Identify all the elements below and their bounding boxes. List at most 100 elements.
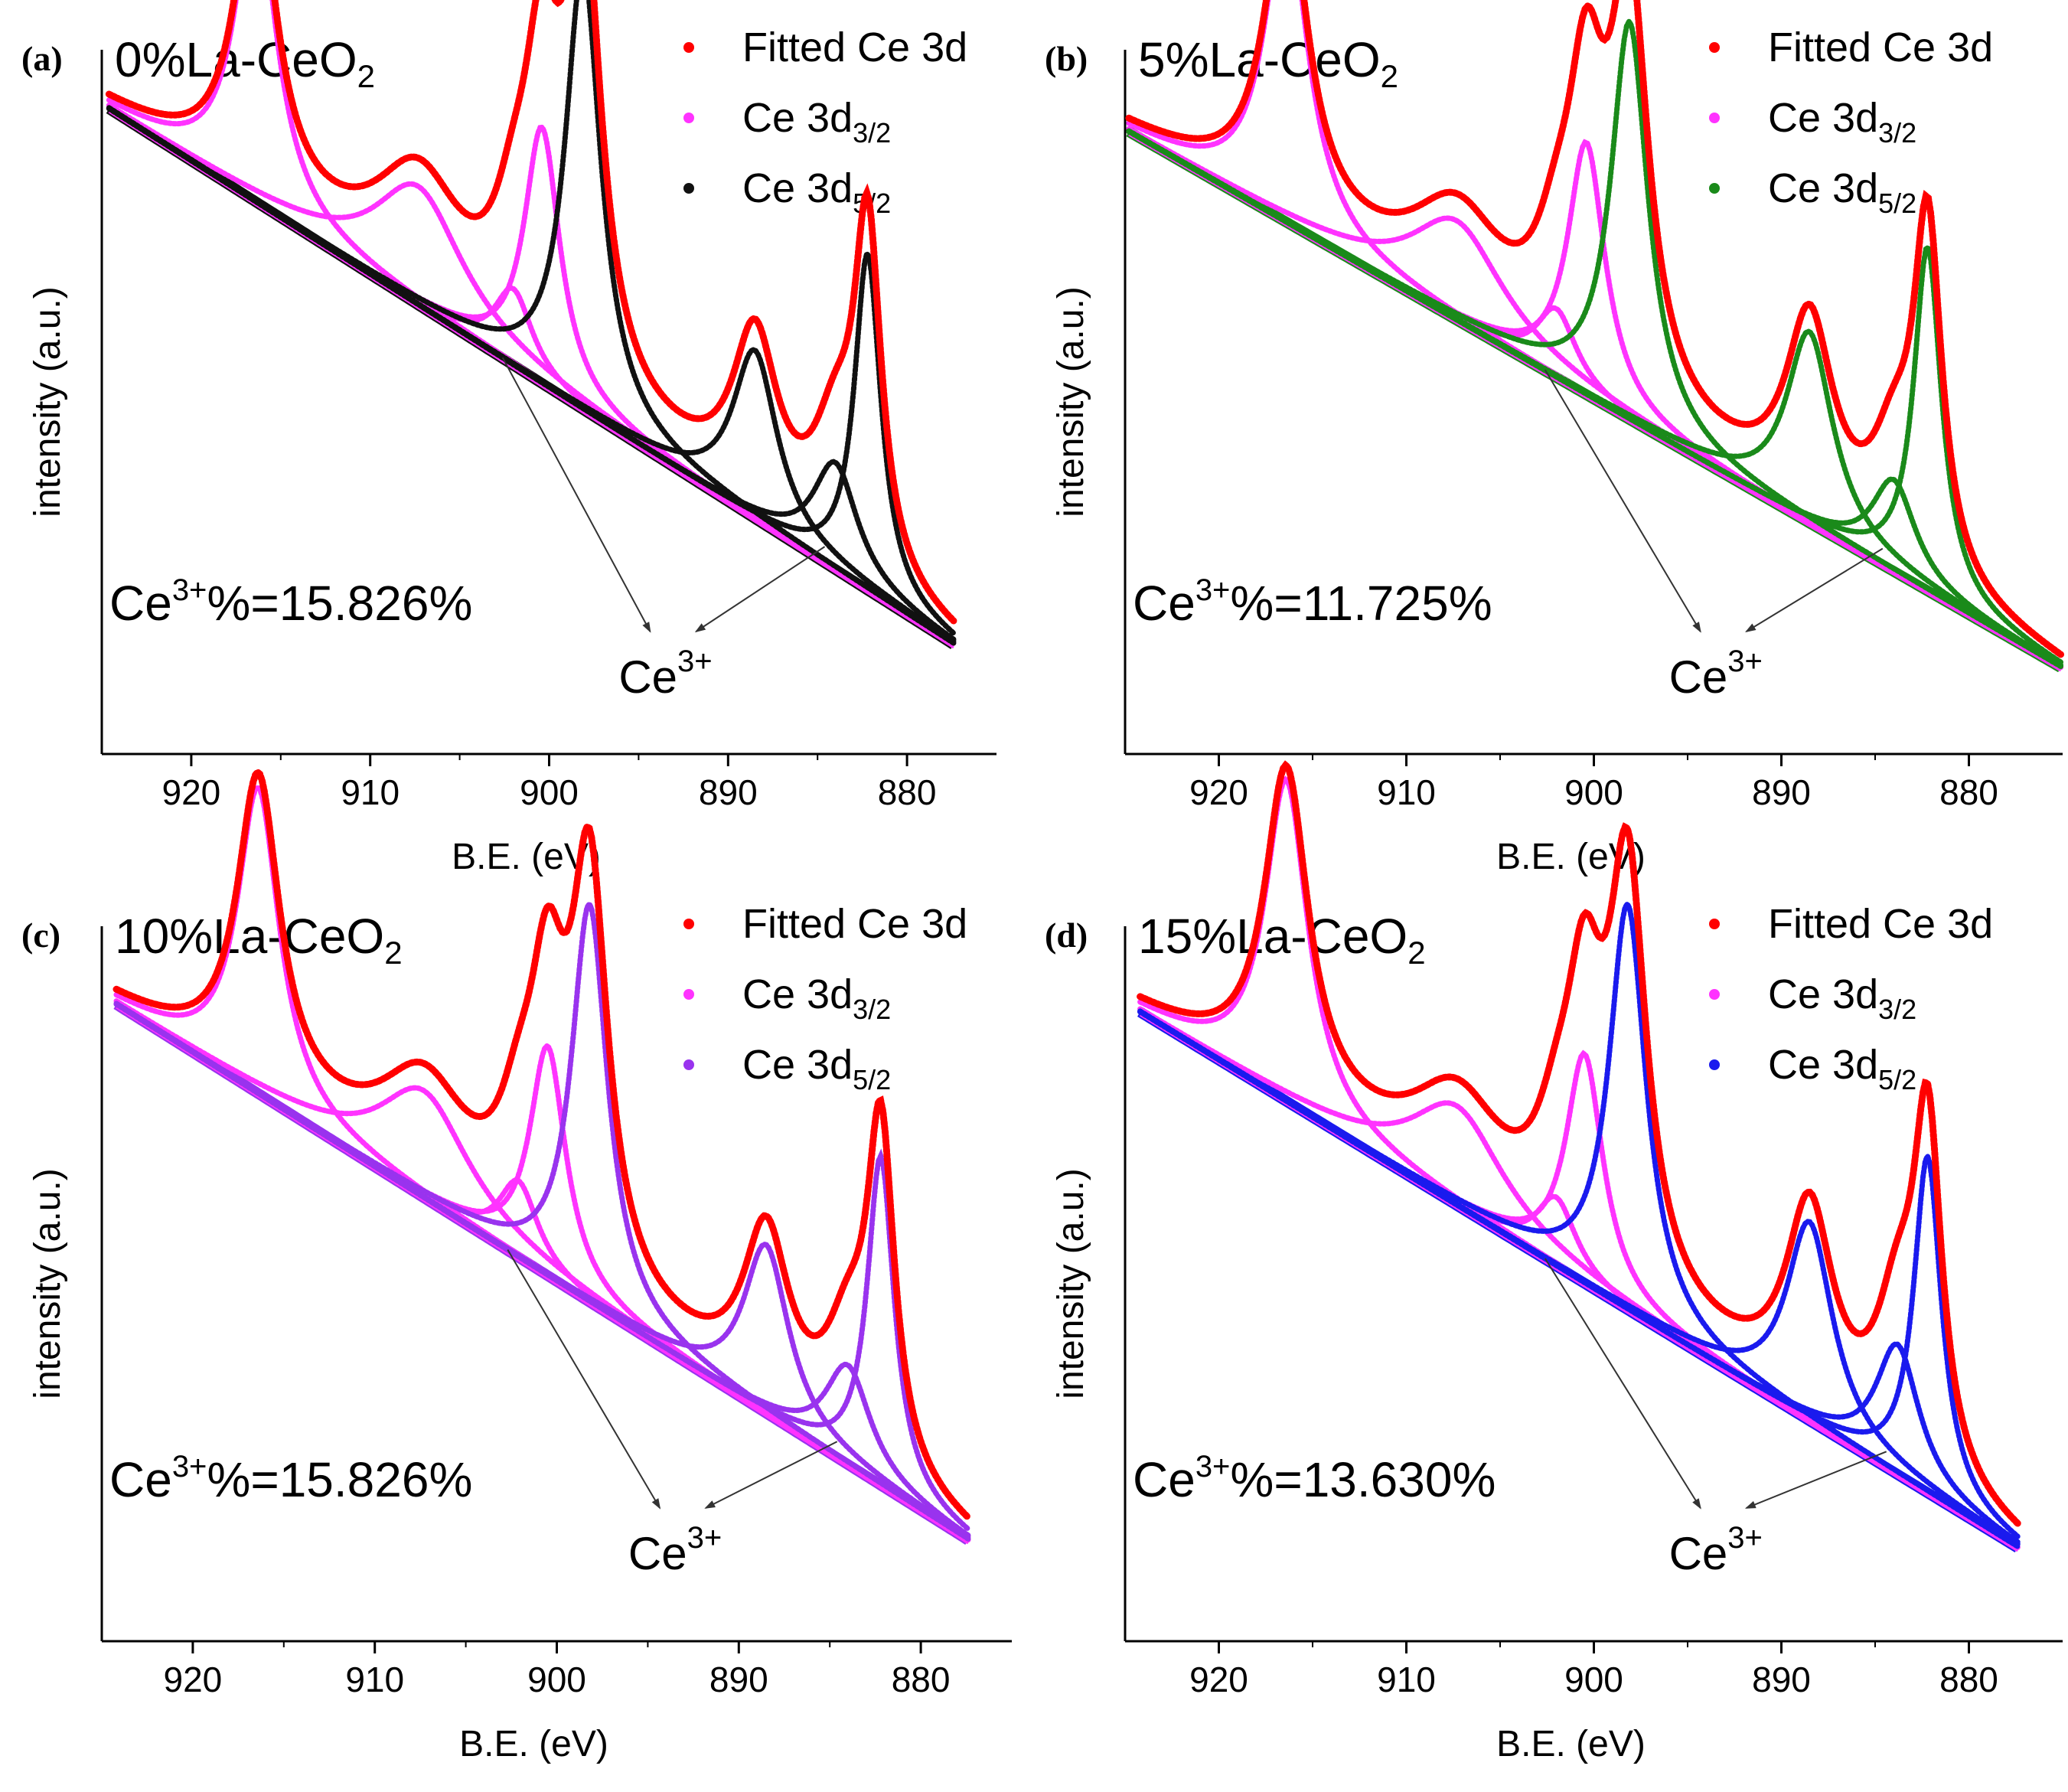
fitted-envelope [1125, 0, 2064, 658]
legend-marker [1709, 113, 1720, 123]
ce3-superscript: 3+ [172, 1450, 207, 1484]
ce3-arrow-left [1544, 1258, 1701, 1510]
ce3-arrow-left [507, 1249, 661, 1510]
fitted-envelope [105, 0, 957, 625]
legend-marker [1709, 42, 1720, 53]
ce3-annotation: Ce3+ [1669, 645, 1763, 703]
sample-label: 10%La-CeO2 [115, 909, 403, 971]
legend-entry: Fitted Ce 3d [742, 901, 967, 947]
legend-marker [1709, 989, 1720, 1000]
x-tick-label: 890 [1752, 772, 1811, 812]
ce3-percent: Ce3+%=15.826% [109, 1450, 472, 1507]
ce-3d52-component [106, 106, 957, 636]
sample-subscript: 2 [384, 935, 402, 971]
x-tick-label: 920 [162, 772, 221, 812]
x-tick-label: 900 [520, 772, 579, 812]
ce-3d52-component [1126, 15, 2063, 670]
background-line-pink [1139, 1014, 2018, 1552]
x-tick-label: 910 [1377, 1660, 1436, 1699]
ce3-annotation: Ce3+ [1669, 1521, 1763, 1579]
panel-letter: (a) [21, 39, 63, 78]
legend-marker [683, 183, 694, 194]
ce3-value: %=13.630% [1230, 1452, 1496, 1507]
x-tick-label: 890 [1752, 1660, 1811, 1699]
legend-entry: Ce 3d5/2 [1768, 1042, 1916, 1095]
ce3-value: %=11.725% [1230, 576, 1492, 631]
y-axis-label: intensity (a.u.) [28, 286, 68, 517]
background-line-pink [108, 110, 954, 649]
ce3-annotation: Ce3+ [618, 645, 712, 703]
legend-entry: Ce 3d5/2 [742, 1042, 891, 1095]
legend-marker [683, 113, 694, 123]
x-tick-label: 880 [878, 772, 937, 812]
sample-label: 15%La-CeO2 [1138, 909, 1426, 971]
legend-subscript: 5/2 [1878, 1064, 1916, 1095]
ce3-annotation-superscript: 3+ [687, 1521, 722, 1555]
x-tick-label: 910 [1377, 772, 1436, 812]
ce3-annotation: Ce3+ [628, 1521, 722, 1579]
legend-subscript: 3/2 [1878, 117, 1916, 149]
panel-letter: (b) [1045, 39, 1088, 78]
y-axis-label: intensity (a.u.) [28, 1168, 68, 1399]
ce3-annotation-superscript: 3+ [1727, 645, 1763, 678]
legend-subscript: 5/2 [1878, 188, 1916, 219]
x-tick-label: 900 [1564, 1660, 1623, 1699]
x-tick-label: 890 [709, 1660, 768, 1699]
ce3-annotation-superscript: 3+ [1727, 1521, 1763, 1555]
ce3-arrow-right [1744, 1451, 1887, 1509]
y-axis-label: intensity (a.u.) [1051, 286, 1091, 517]
legend-entry: Fitted Ce 3d [1768, 24, 1993, 70]
x-tick-label: 920 [1189, 1660, 1248, 1699]
x-axis-label: B.E. (eV) [459, 1724, 608, 1764]
sample-label: 0%La-CeO2 [115, 32, 375, 94]
panel-c: 920 910 900 890 880 B.E. (eV) intensity (a.u.)… [21, 767, 1012, 1764]
x-axis-label: B.E. (eV) [1496, 1724, 1646, 1764]
ce3-percent: Ce3+%=13.630% [1133, 1450, 1496, 1507]
sample-subscript: 2 [1407, 935, 1425, 971]
legend-marker [683, 42, 694, 53]
ce3-arrow-right [704, 1441, 838, 1509]
fitted-envelope [1137, 760, 2021, 1527]
legend-entry: Fitted Ce 3d [742, 24, 967, 70]
x-tick-label: 880 [892, 1660, 951, 1699]
legend-subscript: 3/2 [853, 994, 891, 1025]
background-line-pink [116, 1006, 969, 1545]
panel-letter: (d) [1045, 916, 1088, 955]
ce3-percent: Ce3+%=11.725% [1133, 573, 1492, 631]
ce3-arrow-left [1544, 369, 1701, 633]
legend-entry: Ce 3d3/2 [742, 971, 891, 1025]
ce-3d32-component [1126, 0, 2063, 670]
x-tick-label: 900 [1564, 772, 1623, 812]
legend-entry: Fitted Ce 3d [1768, 901, 1993, 947]
ce3-superscript: 3+ [172, 573, 207, 607]
legend-subscript: 3/2 [1878, 994, 1916, 1025]
legend-entry: Ce 3d3/2 [1768, 971, 1916, 1025]
ce3-superscript: 3+ [1195, 573, 1231, 607]
y-axis-label: intensity (a.u.) [1051, 1168, 1091, 1399]
ce3-percent: Ce3+%=15.826% [109, 573, 472, 631]
x-tick-label: 920 [1189, 772, 1248, 812]
x-tick-label: 910 [341, 772, 400, 812]
x-tick-label: 920 [164, 1660, 223, 1699]
ce3-superscript: 3+ [1195, 1450, 1231, 1484]
sample-label: 5%La-CeO2 [1138, 32, 1398, 94]
legend-marker [683, 989, 694, 1000]
ce3-arrow-right [1745, 547, 1884, 633]
legend-marker [683, 1059, 694, 1070]
ce3-value: %=15.826% [207, 576, 472, 631]
x-tick-label: 880 [1939, 772, 1998, 812]
ce-3d32-component [1137, 775, 2021, 1550]
panel-d: 920 910 900 890 880 B.E. (eV) intensity (a.u.)… [1045, 760, 2063, 1764]
legend-marker [683, 919, 694, 929]
legend-marker [1709, 183, 1720, 194]
x-tick-label: 880 [1939, 1660, 1998, 1699]
x-tick-label: 910 [345, 1660, 404, 1699]
sample-subscript: 2 [1381, 58, 1398, 94]
legend-subscript: 5/2 [853, 1064, 891, 1095]
legend-entry: Ce 3d3/2 [742, 95, 891, 149]
x-tick-label: 890 [699, 772, 758, 812]
ce3-value: %=15.826% [207, 1452, 472, 1507]
